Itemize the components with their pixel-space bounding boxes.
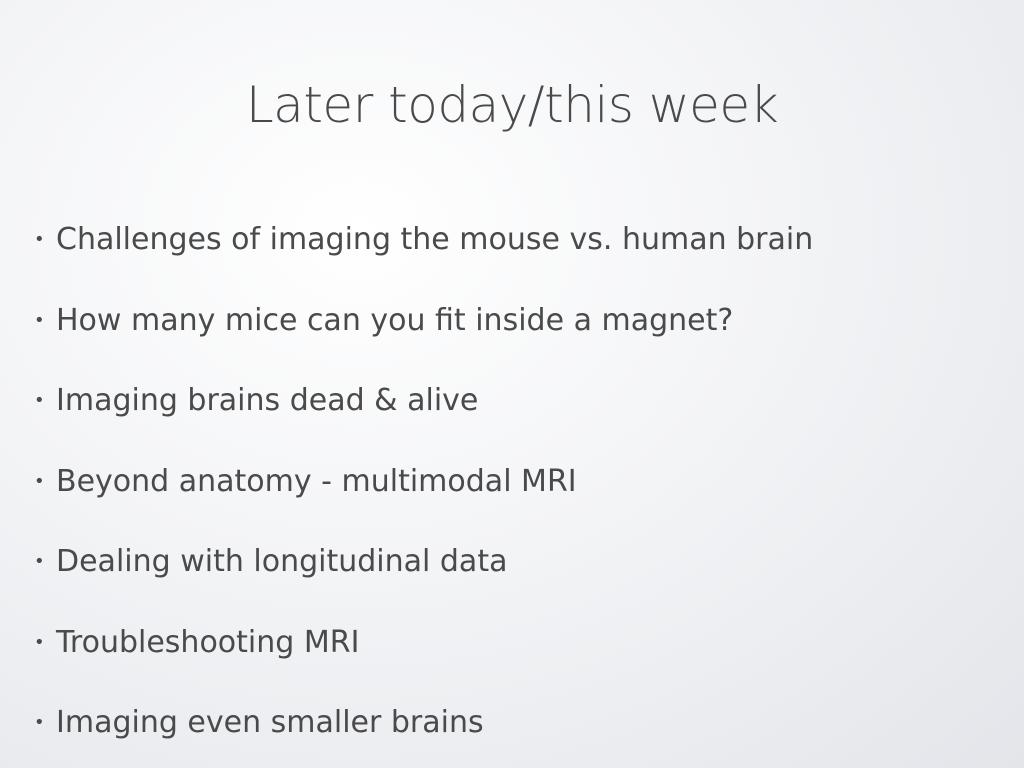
- bullet-item: • Imaging even smaller brains: [34, 701, 813, 768]
- bullet-icon: •: [34, 470, 45, 492]
- bullet-item: • Challenges of imaging the mouse vs. hu…: [34, 218, 813, 299]
- bullet-item: • Beyond anatomy - multimodal MRI: [34, 460, 813, 541]
- bullet-text: Beyond anatomy - multimodal MRI: [56, 463, 577, 499]
- bullet-icon: •: [34, 631, 45, 653]
- bullet-icon: •: [34, 390, 45, 411]
- bullet-text: Troubleshooting MRI: [56, 624, 360, 660]
- bullet-list: • Challenges of imaging the mouse vs. hu…: [34, 218, 813, 768]
- bullet-text: Challenges of imaging the mouse vs. huma…: [56, 222, 814, 257]
- bullet-text: Dealing with longitudinal data: [56, 544, 508, 579]
- bullet-icon: •: [34, 551, 45, 572]
- bullet-icon: •: [34, 712, 45, 733]
- bullet-icon: •: [34, 309, 45, 331]
- bullet-text: Imaging brains dead & alive: [56, 383, 479, 418]
- bullet-item: • Dealing with longitudinal data: [34, 540, 813, 621]
- bullet-item: • How many mice can you fit inside a mag…: [34, 299, 813, 380]
- bullet-item: • Troubleshooting MRI: [34, 621, 813, 702]
- slide-title: Later today/this week: [245, 76, 779, 134]
- bullet-text: How many mice can you fit inside a magne…: [56, 302, 734, 338]
- bullet-text: Imaging even smaller brains: [56, 705, 484, 740]
- bullet-item: • Imaging brains dead & alive: [34, 379, 813, 460]
- bullet-icon: •: [34, 229, 45, 250]
